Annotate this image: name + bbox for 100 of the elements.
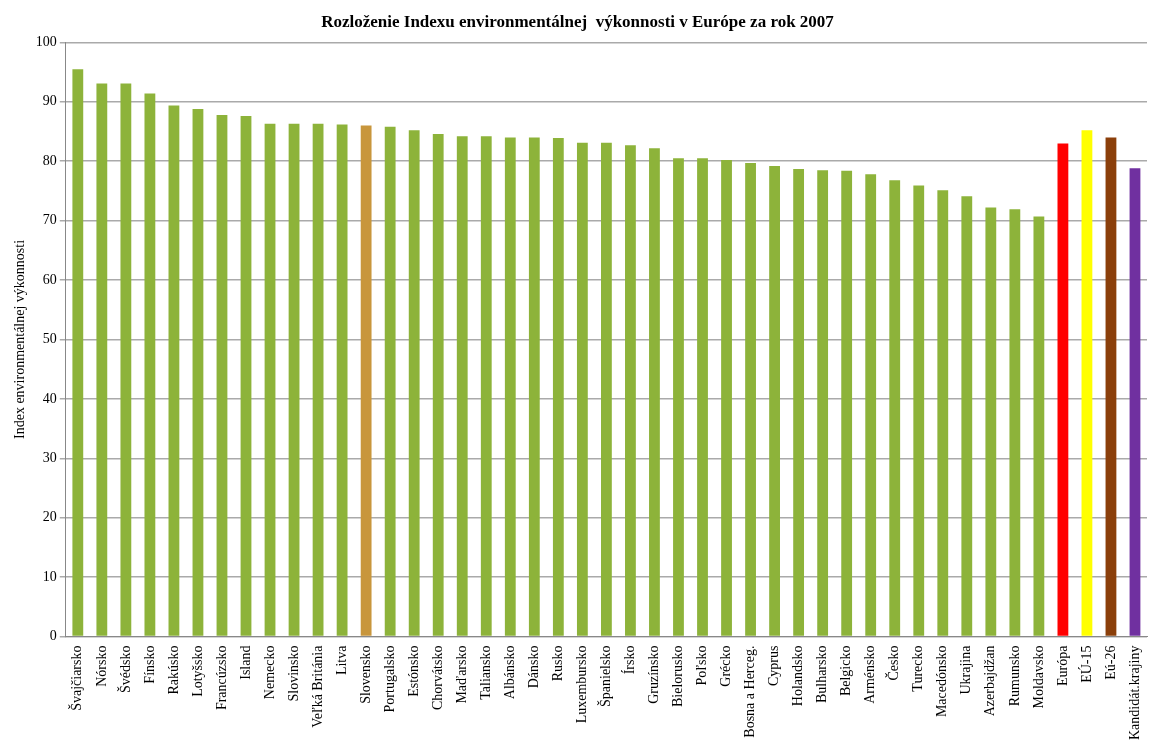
bar — [1009, 209, 1021, 636]
bar — [937, 190, 949, 636]
x-tick-label: Arménsko — [862, 645, 878, 704]
x-tick-label: Belgicko — [838, 645, 854, 697]
y-tick-label: 90 — [42, 93, 57, 109]
x-tick-label: Taliansko — [477, 645, 493, 700]
x-tick-label: Macedónsko — [934, 645, 950, 718]
x-tick-label: Ukrajina — [958, 644, 974, 695]
bar — [1105, 137, 1117, 636]
bar — [552, 138, 564, 636]
bar — [1129, 168, 1141, 636]
x-tick-label: Dánsko — [525, 645, 541, 689]
bar — [192, 108, 204, 636]
y-tick-label: 10 — [42, 568, 57, 584]
x-tick-label: Portugalsko — [381, 645, 397, 713]
bar — [745, 163, 756, 636]
bar — [721, 160, 732, 636]
x-tick-label: Veľká Británia — [309, 644, 325, 728]
x-tick-label: Maďarsko — [453, 645, 469, 704]
x-tick-label: Litva — [333, 644, 349, 676]
bar — [769, 165, 780, 636]
bar — [817, 170, 829, 636]
x-tick-label: Fínsko — [141, 645, 157, 684]
x-tick-label: Luxembursko — [574, 645, 590, 724]
x-tick-label: Moldavsko — [1030, 645, 1046, 709]
x-tick-label: Turecko — [910, 645, 926, 692]
bar — [288, 123, 300, 636]
x-tick-label: Bulharsko — [814, 645, 830, 704]
y-tick-label: 20 — [42, 509, 57, 525]
y-tick-label: 40 — [42, 390, 57, 406]
bar — [240, 116, 252, 636]
bar — [120, 83, 132, 636]
x-tick-label: Írsko — [621, 645, 638, 675]
bar — [600, 142, 612, 636]
bar — [264, 123, 276, 636]
x-tick-label: Estónsko — [405, 645, 421, 697]
bar — [384, 126, 396, 636]
x-tick-label: Holandsko — [790, 645, 806, 707]
x-tick-label: Azerbajdžan — [982, 645, 998, 717]
bar — [480, 136, 492, 636]
bar — [96, 83, 108, 636]
y-tick-label: 60 — [42, 271, 57, 287]
x-tick-label: Grécko — [718, 645, 734, 687]
x-tick-label: Chorvátsko — [429, 645, 445, 711]
bar — [961, 196, 973, 636]
x-tick-label: Švédsko — [116, 645, 133, 693]
chart-title: Rozloženie Indexu environmentálnej výkonnosti v Európe za rok 2007 — [321, 11, 835, 31]
x-tick-label: Rumunsko — [1006, 645, 1022, 707]
x-tick-label: Poľsko — [694, 645, 710, 686]
x-tick-label: Gruzínsko — [646, 645, 662, 704]
x-tick-label: Kandidát.krajiny — [1126, 645, 1142, 741]
bar — [528, 137, 540, 636]
x-tick-label: Česko — [885, 645, 902, 681]
y-tick-label: 100 — [35, 34, 57, 50]
x-tick-label: Rakúsko — [165, 645, 181, 695]
bar — [576, 142, 588, 636]
bar — [1033, 216, 1045, 636]
x-tick-label: Bielorusko — [670, 645, 686, 707]
y-tick-label: 30 — [42, 449, 57, 465]
x-tick-label: Slovinsko — [285, 645, 301, 702]
x-tick-label: Švajčiarsko — [68, 645, 85, 711]
bar — [336, 124, 348, 636]
bar — [1081, 130, 1093, 636]
bar — [865, 174, 877, 636]
x-tick-label: Bosna a Herceg. — [742, 645, 758, 738]
bar — [144, 93, 156, 636]
bar — [168, 105, 180, 636]
bar — [913, 185, 925, 636]
bar — [649, 148, 660, 636]
x-tick-label: Nemecko — [261, 645, 277, 700]
bar — [216, 114, 228, 636]
bar — [504, 137, 516, 636]
bar — [1057, 143, 1069, 636]
x-tick-label: Albánsko — [501, 645, 517, 700]
y-tick-label: 70 — [42, 212, 57, 228]
bar — [432, 133, 444, 636]
bar — [793, 168, 805, 636]
y-tick-label: 0 — [49, 628, 57, 644]
y-tick-label: 80 — [42, 152, 57, 168]
x-tick-label: Cyprus — [766, 645, 782, 686]
bar — [985, 207, 997, 636]
bar — [889, 180, 901, 636]
x-tick-label: Európa — [1054, 644, 1070, 686]
x-tick-label: Rusko — [550, 645, 566, 682]
x-tick-label: Francúzsko — [213, 645, 229, 711]
x-tick-label: EÚ-15 — [1077, 645, 1094, 683]
x-tick-label: Eú-26 — [1102, 645, 1118, 680]
x-tick-label: Slovensko — [357, 645, 373, 704]
bar — [697, 158, 708, 636]
bar — [625, 145, 636, 636]
bar — [408, 130, 420, 636]
x-tick-label: Nórsko — [93, 645, 109, 687]
x-tick-label: Lotyšsko — [189, 645, 205, 697]
x-tick-label: Island — [237, 645, 253, 680]
bar — [312, 123, 324, 636]
x-tick-label: Španielsko — [597, 645, 614, 707]
bar — [673, 158, 684, 636]
y-tick-label: 50 — [42, 331, 57, 347]
y-axis-title: Index environmentálnej výkonnosti — [12, 239, 28, 439]
bar — [841, 170, 853, 636]
